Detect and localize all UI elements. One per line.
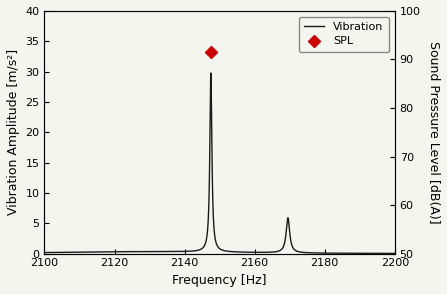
Y-axis label: Sound Pressure Level [dB(A)]: Sound Pressure Level [dB(A)]: [427, 41, 440, 224]
Line: Vibration: Vibration: [45, 73, 395, 253]
Vibration: [369, 252, 375, 255]
Vibration: [253, 250, 259, 254]
Vibration: [267, 250, 272, 254]
Vibration: [129, 250, 135, 253]
Vibration: [207, 116, 213, 120]
X-axis label: Frequency [Hz]: Frequency [Hz]: [173, 274, 267, 287]
Vibration: [392, 252, 397, 255]
Vibration: [293, 248, 298, 252]
Legend: Vibration, SPL: Vibration, SPL: [299, 16, 389, 52]
Vibration: [42, 251, 47, 254]
Y-axis label: Vibration Amplitude [m/s²]: Vibration Amplitude [m/s²]: [7, 49, 20, 215]
Vibration: [208, 71, 214, 75]
